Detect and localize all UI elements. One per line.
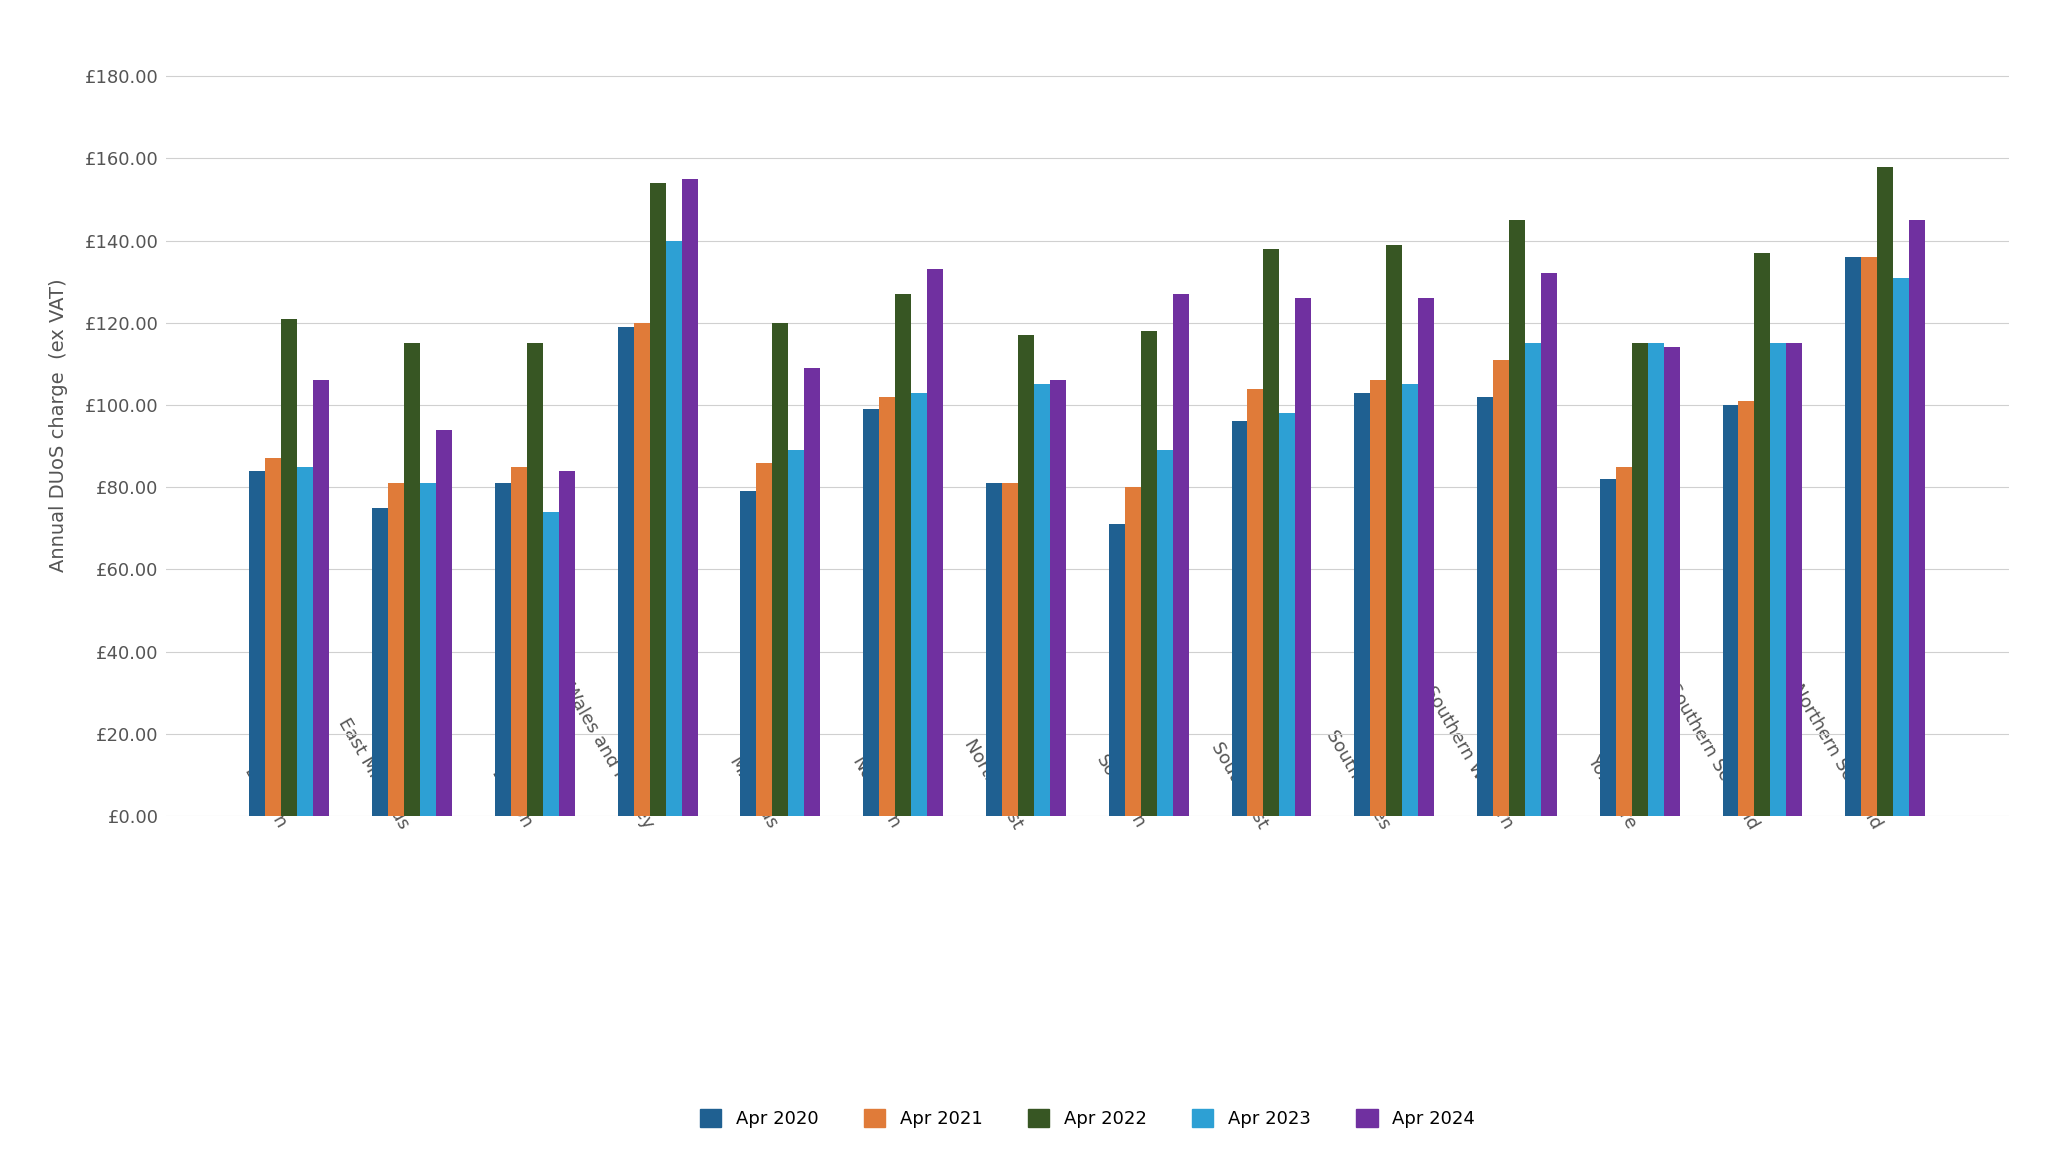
Bar [249,471,265,816]
Bar [895,294,911,816]
Bar [1172,294,1189,816]
Bar [495,483,512,816]
Bar [1649,343,1663,816]
Bar [665,240,681,816]
Bar [634,323,650,816]
Bar [1125,487,1141,816]
Bar [681,178,698,816]
Bar [1893,278,1909,816]
Bar [1141,331,1156,816]
Bar [864,409,880,816]
Bar [1738,401,1754,816]
Bar [559,471,576,816]
Bar [1002,483,1019,816]
Bar [298,466,313,816]
Bar [1663,347,1680,816]
Bar [1615,466,1632,816]
Bar [1402,385,1419,816]
Bar [1247,388,1263,816]
Bar [1232,421,1247,816]
Bar [1845,257,1862,816]
Bar [741,491,756,816]
Bar [1019,335,1033,816]
Bar [1419,298,1433,816]
Bar [265,458,282,816]
Bar [986,483,1002,816]
Bar [1477,396,1493,816]
Bar [650,183,665,816]
Bar [1033,385,1050,816]
Bar [526,343,543,816]
Bar [1280,413,1294,816]
Bar [1632,343,1649,816]
Bar [804,368,820,816]
Bar [756,463,772,816]
Bar [1371,380,1385,816]
Bar [282,318,298,816]
Bar [1754,253,1771,816]
Bar [543,512,559,816]
Bar [1354,393,1371,816]
Legend: Apr 2020, Apr 2021, Apr 2022, Apr 2023, Apr 2024: Apr 2020, Apr 2021, Apr 2022, Apr 2023, … [692,1102,1483,1136]
Bar [373,508,387,816]
Bar [1050,380,1067,816]
Bar [313,380,329,816]
Bar [512,466,526,816]
Bar [928,269,942,816]
Bar [1787,343,1802,816]
Bar [911,393,928,816]
Bar [1876,167,1893,816]
Bar [617,326,634,816]
Bar [404,343,420,816]
Bar [1108,525,1125,816]
Bar [437,430,451,816]
Bar [1510,220,1524,816]
Bar [1524,343,1541,816]
Bar [1862,257,1876,816]
Bar [880,396,895,816]
Bar [789,450,804,816]
Bar [420,483,437,816]
Bar [1541,274,1557,816]
Bar [1599,479,1615,816]
Bar [1723,405,1738,816]
Bar [1263,248,1280,816]
Y-axis label: Annual DUoS charge  (ex VAT): Annual DUoS charge (ex VAT) [50,279,68,573]
Bar [1156,450,1172,816]
Bar [1294,298,1311,816]
Bar [387,483,404,816]
Bar [1385,245,1402,816]
Bar [1771,343,1787,816]
Bar [1909,220,1926,816]
Bar [772,323,789,816]
Bar [1493,360,1510,816]
